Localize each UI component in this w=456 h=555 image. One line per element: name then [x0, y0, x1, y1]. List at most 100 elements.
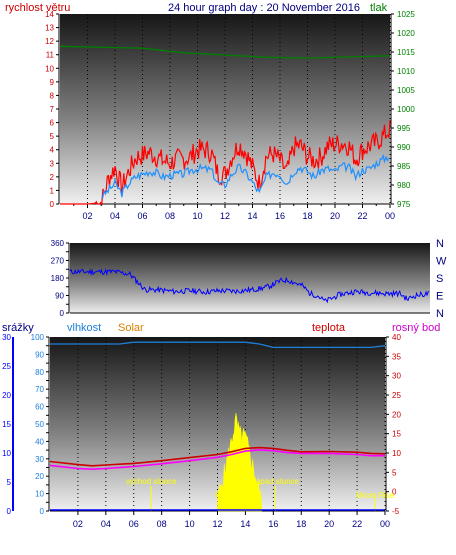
wind-x-tick-label: 18	[302, 211, 312, 221]
wind-y-tick-label: 13	[45, 24, 54, 33]
wind-y-tick-label: 11	[46, 51, 55, 60]
solar-area	[217, 412, 263, 512]
sunrise-label: východ slunce	[126, 477, 177, 486]
rain-y-tick-label: 5	[7, 478, 12, 487]
direction-letter: N	[436, 308, 444, 320]
chart-title: 24 hour graph day : 20 November 2016	[168, 2, 360, 14]
temp-x-tick-label: 02	[73, 519, 83, 529]
rain-y-tick-label: 20	[2, 391, 11, 400]
direction-letter: N	[436, 238, 444, 250]
temp-x-tick-label: 18	[296, 519, 306, 529]
rain-label: srážky	[2, 322, 34, 334]
humidity-y-tick-label: 90	[35, 350, 44, 359]
direction-letter: E	[436, 291, 443, 303]
wind-y-tick-label: 6	[50, 119, 55, 128]
temp-x-tick-label: 20	[324, 519, 334, 529]
humidity-y-tick-label: 30	[35, 455, 44, 464]
humidity-y-tick-label: 50	[35, 420, 44, 429]
temp-x-tick-label: 08	[157, 519, 167, 529]
temperature-y-tick-label: 40	[392, 333, 401, 342]
rain-y-tick-label: 0	[7, 507, 12, 516]
wind-x-tick-label: 08	[165, 211, 175, 221]
temperature-label: teplota	[312, 322, 346, 334]
temperature-y-tick-label: 10	[392, 449, 401, 458]
chart-marks: 02 04 06 08 10 12 14 16 18 20 22 000123456789101112…	[2, 10, 430, 529]
wind-x-tick-label: 20	[330, 211, 340, 221]
wind-y-tick-label: 2	[50, 173, 55, 182]
temp-panel-background	[50, 337, 385, 511]
rain-y-tick-label: 15	[2, 420, 11, 429]
wind-y-tick-label: 12	[45, 37, 54, 46]
temperature-y-tick-label: 15	[392, 430, 401, 439]
temperature-y-tick-label: 20	[392, 410, 401, 419]
humidity-y-tick-label: 0	[40, 507, 45, 516]
sunset-label: západ slunce	[252, 477, 300, 486]
temp-x-tick-label: 10	[185, 519, 195, 529]
temp-x-tick-label: 00	[380, 519, 390, 529]
wind-average-line	[101, 153, 390, 200]
pressure-y-tick-label: 1005	[397, 86, 415, 95]
humidity-y-tick-label: 100	[31, 333, 45, 342]
dewpoint-line	[49, 449, 385, 471]
temp-x-tick-label: 06	[129, 519, 139, 529]
humidity-y-tick-label: 20	[35, 472, 44, 481]
temp-x-tick-label: 04	[101, 519, 111, 529]
wind-x-tick-label: 10	[192, 211, 202, 221]
direction-y-tick-label: 0	[60, 309, 65, 318]
direction-y-tick-label: 360	[51, 239, 65, 248]
temperature-y-tick-label: 35	[392, 352, 401, 361]
rain-y-tick-label: 30	[2, 333, 11, 342]
pressure-y-tick-label: 1010	[397, 67, 415, 76]
humidity-y-tick-label: 60	[35, 403, 44, 412]
wind-y-tick-label: 14	[45, 10, 54, 19]
wind-x-tick-label: 00	[385, 211, 395, 221]
wind-y-tick-label: 3	[50, 159, 55, 168]
pressure-y-tick-label: 980	[397, 181, 411, 190]
pressure-y-tick-label: 975	[397, 200, 411, 209]
temperature-line	[49, 446, 386, 467]
temperature-y-tick-label: 5	[392, 468, 397, 477]
wind-x-tick-label: 14	[247, 211, 257, 221]
wind-x-tick-label: 02	[82, 211, 92, 221]
wind-y-tick-label: 8	[50, 91, 55, 100]
dewpoint-label: rosný bod	[392, 322, 440, 334]
pressure-line	[59, 45, 391, 59]
direction-y-tick-label: 90	[55, 292, 64, 301]
humidity-y-tick-label: 80	[35, 368, 44, 377]
temperature-y-tick-label: -5	[392, 507, 400, 516]
wind-y-tick-label: 4	[50, 146, 55, 155]
direction-letter: W	[436, 256, 447, 268]
temperature-y-tick-label: 0	[392, 488, 397, 497]
humidity-label: vlhkost	[67, 322, 101, 334]
wind-y-tick-label: 7	[50, 105, 55, 114]
pressure-y-tick-label: 1020	[397, 29, 415, 38]
temp-x-tick-label: 16	[268, 519, 278, 529]
direction-panel-background	[70, 243, 430, 313]
temperature-y-tick-label: 30	[392, 372, 401, 381]
pressure-y-tick-label: 1000	[397, 105, 415, 114]
direction-y-tick-label: 270	[51, 257, 65, 266]
temp-x-tick-label: 22	[352, 519, 362, 529]
wind-direction-line	[69, 268, 430, 304]
rain-y-tick-label: 10	[2, 449, 11, 458]
wind-x-tick-label: 22	[357, 211, 367, 221]
pressure-y-tick-label: 1015	[397, 48, 415, 57]
pressure-y-tick-label: 990	[397, 143, 411, 152]
pressure-y-tick-label: 995	[397, 124, 411, 133]
temperature-y-tick-label: 25	[392, 391, 401, 400]
solar-label: Solar	[118, 322, 144, 334]
wind-x-tick-label: 16	[275, 211, 285, 221]
moonrise-label: Moon Rise	[356, 491, 395, 500]
wind-x-tick-label: 04	[110, 211, 120, 221]
wind-speed-label: rychlost větru	[5, 2, 70, 14]
wind-y-tick-label: 0	[50, 200, 55, 209]
direction-letter: S	[436, 273, 443, 285]
wind-y-tick-label: 5	[50, 132, 55, 141]
wind-gust-line	[60, 120, 391, 206]
humidity-y-tick-label: 10	[35, 490, 44, 499]
wind-x-tick-label: 06	[137, 211, 147, 221]
pressure-label: tlak	[370, 2, 388, 14]
